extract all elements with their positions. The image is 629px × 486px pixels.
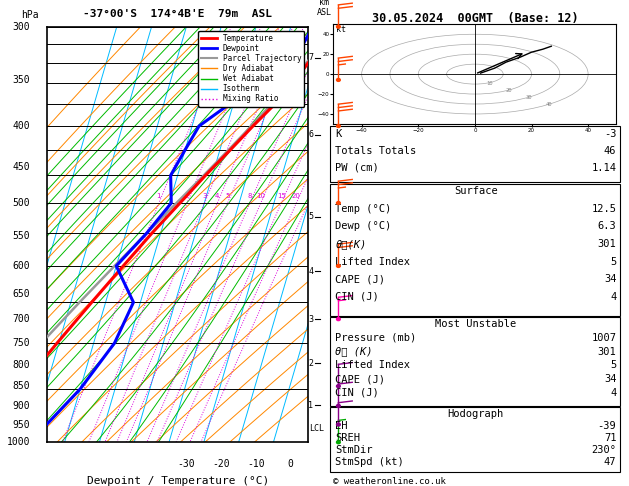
Text: SREH: SREH: [335, 433, 360, 443]
Text: 10: 10: [486, 81, 493, 86]
Text: CAPE (J): CAPE (J): [335, 374, 385, 384]
Text: 20: 20: [292, 193, 301, 199]
Text: 5: 5: [610, 360, 616, 370]
Text: 7: 7: [308, 53, 313, 62]
Text: 1.14: 1.14: [591, 163, 616, 173]
Text: 3: 3: [308, 314, 313, 324]
Text: 20: 20: [506, 88, 513, 93]
Text: -20: -20: [213, 459, 230, 469]
Text: 34: 34: [604, 274, 616, 284]
Text: 34: 34: [604, 374, 616, 384]
Text: 500: 500: [13, 198, 30, 208]
Text: Totals Totals: Totals Totals: [335, 146, 416, 156]
Text: 950: 950: [13, 419, 30, 430]
Text: 4: 4: [308, 267, 313, 276]
Text: CIN (J): CIN (J): [335, 388, 379, 398]
Text: 5: 5: [610, 257, 616, 267]
Text: 650: 650: [13, 289, 30, 298]
Text: 47: 47: [604, 457, 616, 467]
Text: Lifted Index: Lifted Index: [335, 360, 410, 370]
Text: 800: 800: [13, 360, 30, 370]
Text: © weatheronline.co.uk: © weatheronline.co.uk: [333, 477, 446, 486]
Text: Dewp (°C): Dewp (°C): [335, 222, 391, 231]
Text: 550: 550: [13, 231, 30, 241]
Text: 8: 8: [248, 193, 252, 199]
Text: -10: -10: [247, 459, 265, 469]
Text: 6.3: 6.3: [598, 222, 616, 231]
Text: Most Unstable: Most Unstable: [435, 319, 516, 330]
Text: 4: 4: [610, 388, 616, 398]
Text: 40: 40: [546, 102, 552, 107]
Text: -30: -30: [177, 459, 195, 469]
Text: EH: EH: [335, 421, 348, 431]
Text: 5: 5: [225, 193, 230, 199]
Text: StmSpd (kt): StmSpd (kt): [335, 457, 404, 467]
Text: 350: 350: [13, 75, 30, 85]
Text: 6: 6: [308, 130, 313, 139]
Text: -39: -39: [598, 421, 616, 431]
Text: 10: 10: [256, 193, 265, 199]
Text: 30.05.2024  00GMT  (Base: 12): 30.05.2024 00GMT (Base: 12): [372, 12, 578, 25]
Text: 3: 3: [203, 193, 207, 199]
Text: 300: 300: [13, 22, 30, 32]
Text: 0: 0: [288, 459, 294, 469]
Text: 301: 301: [598, 347, 616, 357]
Text: 230°: 230°: [591, 445, 616, 455]
Text: 700: 700: [13, 314, 30, 324]
Text: 1000: 1000: [7, 437, 30, 447]
Text: kt: kt: [337, 25, 346, 35]
Text: 750: 750: [13, 338, 30, 348]
Text: Lifted Index: Lifted Index: [335, 257, 410, 267]
Text: -37°00'S  174°4B'E  79m  ASL: -37°00'S 174°4B'E 79m ASL: [83, 9, 272, 19]
Text: 1: 1: [308, 400, 313, 410]
Text: θᴇ (K): θᴇ (K): [335, 347, 373, 357]
Text: 4: 4: [610, 292, 616, 302]
Text: CIN (J): CIN (J): [335, 292, 379, 302]
Text: Hodograph: Hodograph: [448, 409, 504, 419]
Text: 71: 71: [604, 433, 616, 443]
Text: 600: 600: [13, 261, 30, 271]
Text: 46: 46: [604, 146, 616, 156]
Text: 15: 15: [277, 193, 286, 199]
Legend: Temperature, Dewpoint, Parcel Trajectory, Dry Adiabat, Wet Adiabat, Isotherm, Mi: Temperature, Dewpoint, Parcel Trajectory…: [198, 31, 304, 106]
Text: 450: 450: [13, 162, 30, 172]
Text: PW (cm): PW (cm): [335, 163, 379, 173]
Text: 301: 301: [598, 239, 616, 249]
Text: km
ASL: km ASL: [316, 0, 331, 17]
Text: K: K: [335, 129, 342, 139]
Text: hPa: hPa: [21, 11, 39, 20]
Text: 1007: 1007: [591, 333, 616, 343]
Text: Surface: Surface: [454, 186, 498, 196]
Text: 1: 1: [157, 193, 161, 199]
Text: 4: 4: [215, 193, 220, 199]
Text: 12.5: 12.5: [591, 204, 616, 214]
Text: -3: -3: [604, 129, 616, 139]
Text: 400: 400: [13, 121, 30, 131]
Text: 2: 2: [308, 359, 313, 367]
Text: Pressure (mb): Pressure (mb): [335, 333, 416, 343]
Text: 850: 850: [13, 381, 30, 391]
Text: θᴇ(K): θᴇ(K): [335, 239, 367, 249]
Text: 5: 5: [308, 212, 313, 221]
Text: StmDir: StmDir: [335, 445, 373, 455]
Text: Dewpoint / Temperature (°C): Dewpoint / Temperature (°C): [87, 475, 269, 486]
Text: LCL: LCL: [309, 424, 325, 433]
Text: Temp (°C): Temp (°C): [335, 204, 391, 214]
Text: CAPE (J): CAPE (J): [335, 274, 385, 284]
Text: 900: 900: [13, 401, 30, 411]
Text: 2: 2: [185, 193, 189, 199]
Text: 30: 30: [526, 95, 533, 100]
